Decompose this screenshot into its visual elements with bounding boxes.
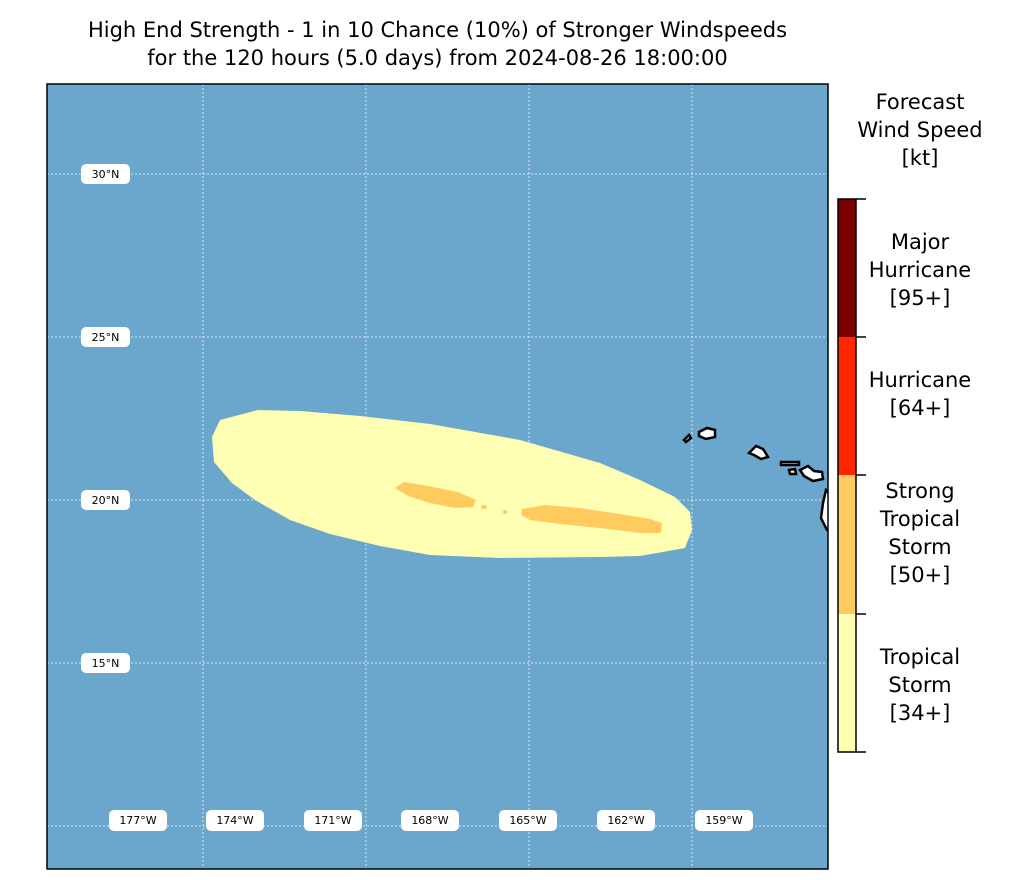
lon-label-165: 165°W [509, 814, 546, 827]
lat-label-box [81, 164, 130, 184]
chart-title: High End Strength - 1 in 10 Chance (10%)… [0, 16, 875, 72]
colorbar-title: Forecast Wind Speed [kt] [838, 88, 1002, 172]
lat-label-20: 20°N [92, 494, 120, 507]
lon-label-box [695, 810, 753, 831]
lon-label-171: 171°W [314, 814, 351, 827]
colorbar-label-line: [64+] [889, 396, 951, 420]
colorbar-label-line: [95+] [889, 286, 951, 310]
hawaiian-islands [682, 426, 828, 532]
colorbar-segment-strong-tropical-storm [838, 475, 856, 614]
longitude-labels: 177°W 174°W 171°W 168°W 165°W 162°W 159°… [109, 810, 753, 831]
lon-label-177: 177°W [119, 814, 156, 827]
lon-label-159: 159°W [705, 814, 742, 827]
colorbar-title-line: Forecast [875, 90, 965, 114]
strong-tropical-storm-speck [481, 505, 487, 509]
colorbar-ticks [856, 198, 866, 753]
colorbar-title-line: [kt] [901, 146, 939, 170]
colorbar-label-line: Major [890, 230, 950, 254]
colorbar-label-hurricane: Hurricane [64+] [852, 366, 988, 422]
colorbar-label-strong-tropical-storm: Strong Tropical Storm [50+] [852, 477, 988, 589]
lon-label-box [597, 810, 655, 831]
map-frame [46, 83, 829, 870]
map-content [47, 84, 828, 869]
latitude-labels: 30°N 25°N 20°N 15°N [81, 164, 130, 673]
lat-label-box [81, 327, 130, 347]
title-line-2: for the 120 hours (5.0 days) from 2024-0… [147, 46, 728, 70]
colorbar-segment-hurricane [838, 337, 856, 475]
colorbar-label-line: [34+] [889, 701, 951, 725]
strong-tropical-storm-area-west [395, 482, 476, 508]
colorbar-label-tropical-storm: Tropical Storm [34+] [852, 643, 988, 727]
colorbar-title-line: Wind Speed [857, 118, 983, 142]
island-oahu [746, 444, 770, 461]
lon-label-box [206, 810, 264, 831]
lon-label-162: 162°W [607, 814, 644, 827]
lat-label-box [81, 653, 130, 673]
colorbar [837, 198, 866, 753]
colorbar-label-line: Tropical [879, 645, 961, 669]
lon-label-168: 168°W [411, 814, 448, 827]
lat-label-30: 30°N [92, 168, 120, 181]
colorbar-label-line: Strong [885, 479, 955, 503]
lat-label-box [81, 490, 130, 510]
colorbar-segment-tropical-storm [838, 614, 856, 752]
island-molokai [779, 460, 801, 467]
island-hawaii [819, 487, 828, 532]
title-line-1: High End Strength - 1 in 10 Chance (10%)… [87, 18, 788, 42]
lat-label-25: 25°N [92, 331, 120, 344]
island-kauai [697, 426, 717, 441]
lat-label-15: 15°N [92, 657, 120, 670]
lon-label-174: 174°W [216, 814, 253, 827]
colorbar-label-line: Hurricane [868, 258, 972, 282]
lon-label-box [304, 810, 362, 831]
lon-label-box [499, 810, 557, 831]
lon-label-box [401, 810, 459, 831]
strong-tropical-storm-speck [503, 510, 507, 514]
island-maui [798, 464, 825, 483]
lon-label-box [109, 810, 167, 831]
colorbar-label-line: Storm [888, 535, 952, 559]
colorbar-label-line: Storm [888, 673, 952, 697]
colorbar-segment-major-hurricane [838, 199, 856, 337]
colorbar-label-major-hurricane: Major Hurricane [95+] [852, 228, 988, 312]
colorbar-label-line: Hurricane [868, 368, 972, 392]
island-lanai [787, 467, 798, 476]
island-niihau [682, 433, 693, 444]
colorbar-label-line: [50+] [889, 563, 951, 587]
colorbar-label-line: Tropical [879, 507, 961, 531]
strong-tropical-storm-area-east [521, 505, 662, 533]
